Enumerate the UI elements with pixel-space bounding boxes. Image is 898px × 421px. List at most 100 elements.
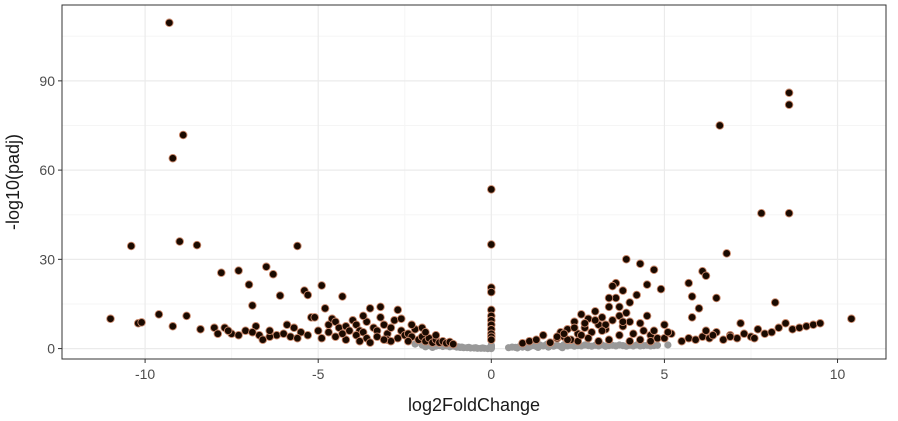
significant-point <box>303 290 313 300</box>
significant-point <box>708 330 718 340</box>
significant-point <box>289 323 299 333</box>
significant-point <box>338 329 347 338</box>
significant-point <box>324 327 333 337</box>
significant-point <box>379 320 389 330</box>
significant-point <box>684 278 693 288</box>
significant-point <box>126 241 136 251</box>
significant-point <box>687 292 697 301</box>
significant-point <box>691 335 700 344</box>
significant-point <box>175 237 184 246</box>
significant-point <box>552 332 562 341</box>
significant-point <box>722 249 731 258</box>
significant-point <box>719 335 728 344</box>
significant-point <box>684 333 693 343</box>
significant-point <box>137 318 146 327</box>
significant-point <box>767 327 776 337</box>
significant-point <box>760 329 770 338</box>
significant-point <box>317 281 326 290</box>
significant-point <box>272 330 281 340</box>
significant-point <box>559 329 569 338</box>
significant-point <box>642 280 652 289</box>
significant-point <box>106 314 115 324</box>
significant-point <box>687 313 697 322</box>
significant-point <box>279 329 288 338</box>
significant-point <box>487 185 496 194</box>
significant-point <box>712 293 721 303</box>
significant-point <box>608 316 617 325</box>
nonsignificant-point <box>534 343 542 351</box>
significant-point <box>753 325 763 334</box>
significant-point <box>310 313 319 322</box>
nonsignificant-point <box>465 343 473 351</box>
significant-point <box>248 301 257 310</box>
significant-point <box>604 293 614 303</box>
significant-point <box>604 335 614 344</box>
significant-point <box>397 314 406 324</box>
significant-point <box>241 326 250 335</box>
significant-point <box>372 332 382 341</box>
nonsignificant-point <box>558 344 566 352</box>
significant-point <box>809 320 818 330</box>
y-tick-label: 90 <box>39 73 55 89</box>
significant-point <box>788 325 797 334</box>
significant-point <box>293 333 302 343</box>
significant-point <box>608 281 617 291</box>
significant-point <box>577 310 586 319</box>
x-tick-label: -5 <box>312 366 325 382</box>
significant-point <box>660 320 669 330</box>
significant-point <box>615 330 624 340</box>
significant-point <box>275 291 285 300</box>
significant-point <box>393 333 403 343</box>
significant-point <box>317 333 326 343</box>
nonsignificant-point <box>472 344 480 352</box>
significant-point <box>234 330 243 340</box>
significant-point <box>487 335 496 344</box>
y-tick-label: 60 <box>39 162 55 178</box>
significant-point <box>750 333 759 343</box>
significant-point <box>286 332 295 341</box>
significant-point <box>570 323 579 333</box>
significant-point <box>784 88 794 98</box>
significant-point <box>725 332 735 341</box>
significant-point <box>282 320 292 330</box>
significant-point <box>642 311 652 321</box>
significant-point <box>217 268 226 277</box>
significant-point <box>213 329 223 338</box>
x-tick-label: -10 <box>135 366 155 382</box>
significant-point <box>594 336 603 346</box>
significant-point <box>320 304 330 313</box>
significant-point <box>802 322 811 331</box>
significant-point <box>774 323 783 333</box>
significant-point <box>168 153 178 163</box>
significant-point <box>757 208 766 218</box>
significant-point <box>293 241 302 251</box>
significant-point <box>646 336 655 346</box>
nonsignificant-point <box>479 344 487 352</box>
significant-point <box>615 302 624 312</box>
significant-point <box>677 336 686 346</box>
significant-point <box>244 280 254 289</box>
x-tick-label: 5 <box>661 366 669 382</box>
significant-point <box>618 317 628 327</box>
significant-point <box>376 313 385 322</box>
significant-point <box>739 329 749 338</box>
significant-point <box>815 319 825 328</box>
data-points <box>106 18 856 353</box>
significant-point <box>715 121 725 130</box>
significant-point <box>649 326 659 335</box>
significant-point <box>632 290 641 300</box>
significant-point <box>338 292 347 301</box>
significant-point <box>390 316 399 325</box>
significant-point <box>847 314 856 324</box>
significant-point <box>701 326 711 335</box>
significant-point <box>168 322 178 331</box>
significant-point <box>618 286 628 295</box>
significant-point <box>365 338 375 347</box>
significant-point <box>629 329 638 338</box>
significant-point <box>248 327 257 337</box>
nonsignificant-point <box>653 341 662 349</box>
significant-point <box>701 271 711 280</box>
significant-point <box>656 284 666 294</box>
significant-point <box>639 326 648 335</box>
